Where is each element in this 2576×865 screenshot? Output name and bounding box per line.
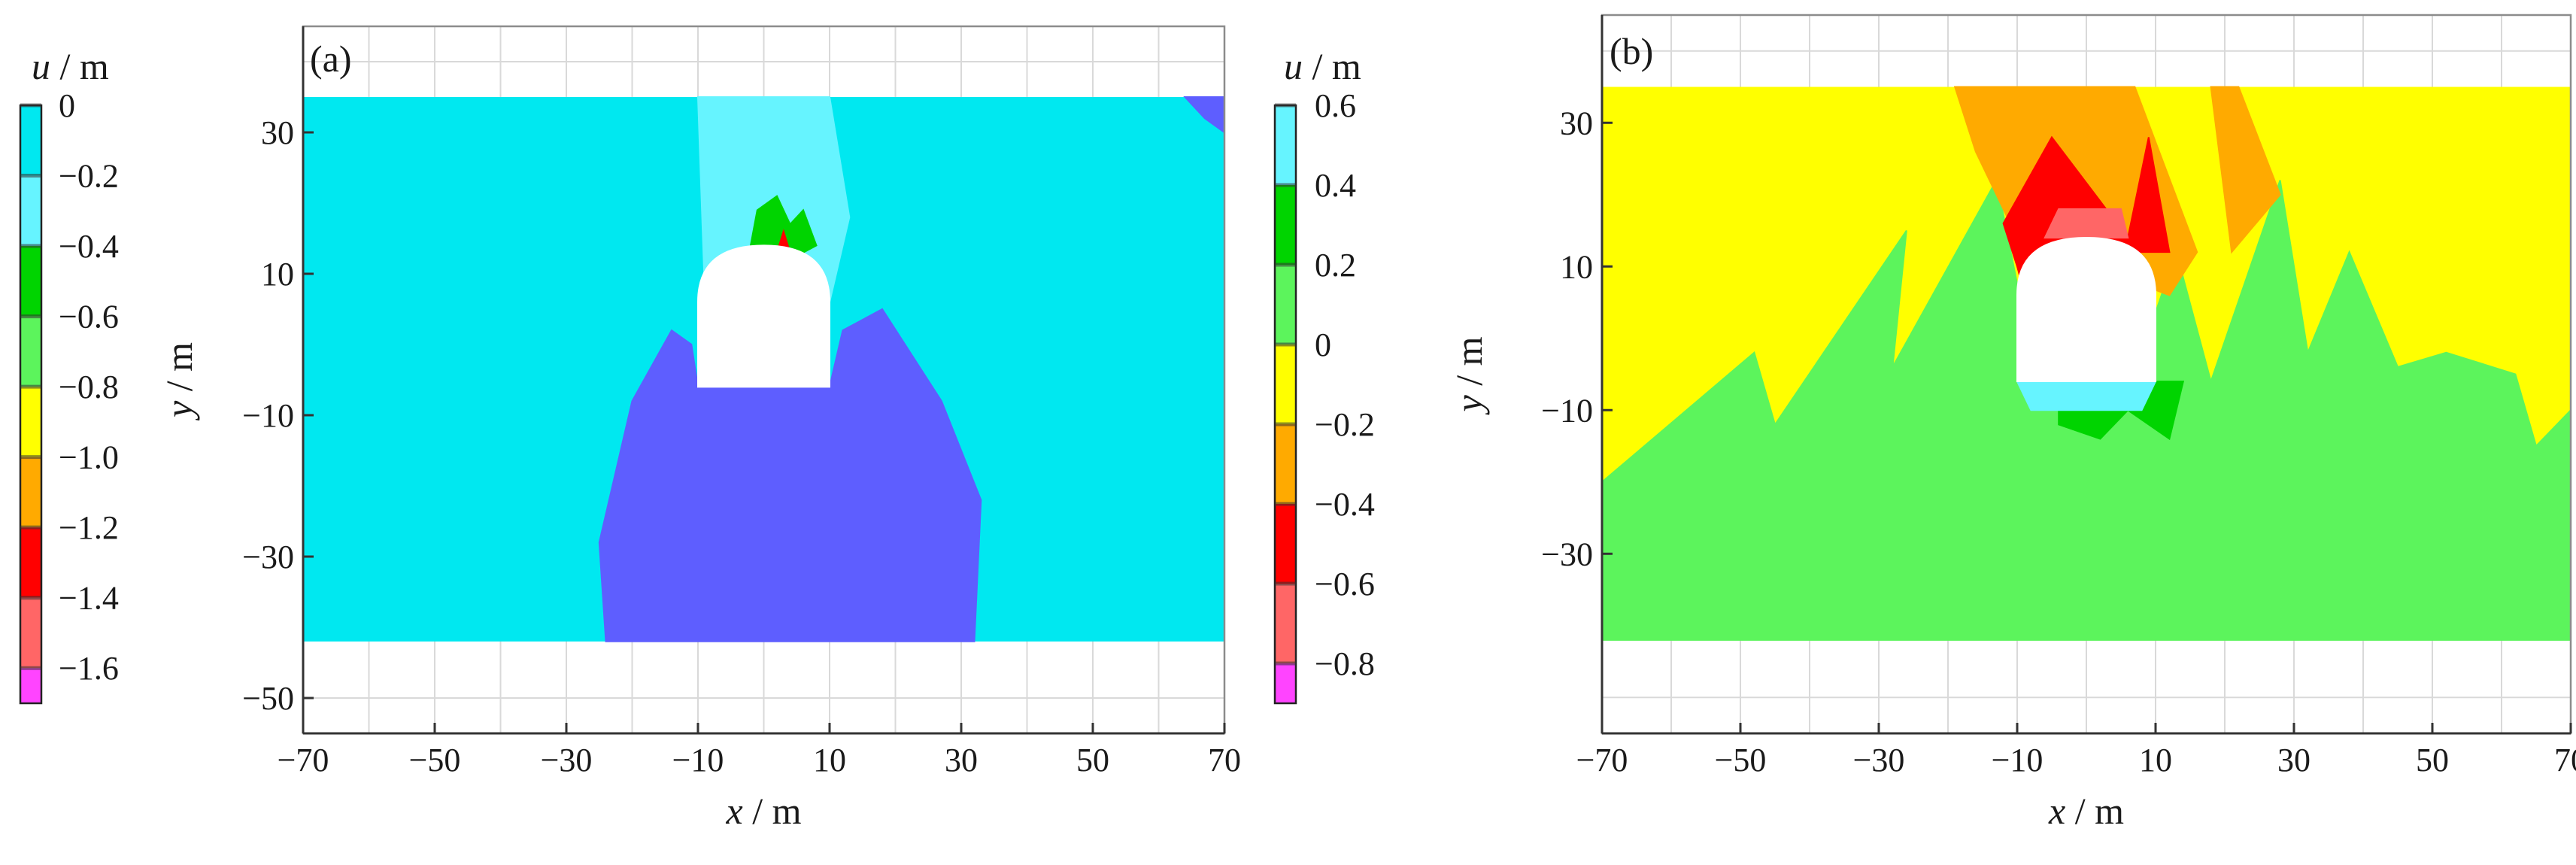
y-tick-label: −10 [242,397,294,434]
x-axis-label: x / m [2048,790,2124,832]
colorbar-tick-label: −0.6 [1315,566,1375,602]
panel-label: (b) [1610,30,1653,72]
x-tick-label: −70 [278,742,329,778]
contour-region [2044,208,2129,239]
tunnel-excavation [697,244,830,388]
colorbar-band [1275,663,1296,703]
tunnel-excavation [2016,237,2156,383]
x-tick-label: 10 [813,742,846,778]
colorbar-tick-label: −1.0 [59,439,119,476]
colorbar-band [1275,185,1296,265]
x-axis-label-unit: / m [743,790,802,832]
x-tick-label: 70 [2554,742,2576,778]
colorbar-tick-label: −1.6 [59,650,119,687]
colorbar-band [20,457,41,528]
colorbar-tick-label: 0.2 [1315,247,1356,284]
contour-region [2016,381,2157,411]
colorbar-band [20,316,41,387]
y-axis-label-unit: / m [158,342,200,401]
colorbar-band [20,597,41,669]
colorbar-band [1275,265,1296,344]
colorbar: −1.6 −1.4 −1.2 −1.0 −0.8 −0.6 −0.4 −0.2 0u / m [19,45,119,705]
colorbar-tick-label: −0.4 [59,228,119,265]
colorbar-band [20,527,41,598]
x-tick-label: −30 [1853,742,1905,778]
panel-label: (a) [310,38,352,80]
y-axis-label-unit: / m [1448,336,1490,395]
x-tick-label: 10 [2139,742,2172,778]
colorbar-band [1275,584,1296,663]
colorbar-band [1275,504,1296,584]
colorbar-tick-label: −0.8 [1315,645,1375,682]
y-tick-label: −10 [1541,392,1593,429]
colorbar-title: u / m [1284,45,1361,87]
y-tick-label: −30 [242,539,294,575]
x-axis-label-unit: / m [2065,790,2124,832]
y-axis-label-var: y [158,400,200,421]
x-tick-label: −10 [1992,742,2044,778]
y-axis-label-var: y [1448,395,1490,416]
y-tick-label: −30 [1541,536,1593,572]
colorbar-band [1275,424,1296,504]
colorbar-tick-label: −1.4 [59,580,119,617]
colorbar-tick-label: 0.6 [1315,87,1356,124]
colorbar-band [20,668,41,703]
x-tick-label: 50 [2416,742,2449,778]
x-tick-label: −50 [1715,742,1767,778]
colorbar: −0.8−0.6−0.4−0.200.20.40.6u / m [1273,45,1375,705]
colorbar-band [20,105,41,176]
y-tick-label: 10 [1560,248,1593,285]
x-tick-label: −30 [541,742,593,778]
x-tick-label: 70 [1208,742,1241,778]
colorbar-band [20,246,41,317]
colorbar-tick-label: −1.2 [59,509,119,546]
x-tick-label: 30 [2277,742,2311,778]
colorbar-band [1275,105,1296,185]
colorbar-tick-label: 0 [59,87,75,124]
colorbar-tick-label: 0.4 [1315,167,1356,204]
x-tick-label: 50 [1076,742,1109,778]
colorbar-title: u / m [32,45,109,87]
y-tick-label: 30 [1560,105,1593,141]
x-tick-label: −10 [672,742,724,778]
colorbar-title-unit: / m [1303,45,1361,87]
y-tick-label: 30 [261,114,294,151]
x-tick-label: −70 [1576,742,1628,778]
colorbar-title-var: u [1284,45,1303,87]
colorbar-band [1275,344,1296,424]
colorbar-tick-label: −0.8 [59,369,119,405]
colorbar-tick-label: −0.2 [59,158,119,195]
colorbar-title-unit: / m [50,45,109,87]
colorbar-tick-label: 0 [1315,326,1331,363]
x-tick-label: −50 [409,742,461,778]
x-axis-label-var: x [2048,790,2065,832]
x-axis-label: x / m [726,790,802,832]
x-axis-label-var: x [726,790,743,832]
y-axis-label: y / m [1448,336,1490,415]
colorbar-tick-label: −0.4 [1315,486,1375,523]
y-tick-label: −50 [242,680,294,717]
colorbar-title-var: u [32,45,50,87]
y-tick-label: 10 [261,256,294,293]
colorbar-tick-label: −0.2 [1315,406,1375,443]
y-axis-label: y / m [158,342,200,421]
colorbar-band [20,175,41,247]
contour-region [2210,86,2281,254]
colorbar-tick-label: −0.6 [59,299,119,335]
colorbar-band [20,387,41,457]
x-tick-label: 30 [945,742,978,778]
